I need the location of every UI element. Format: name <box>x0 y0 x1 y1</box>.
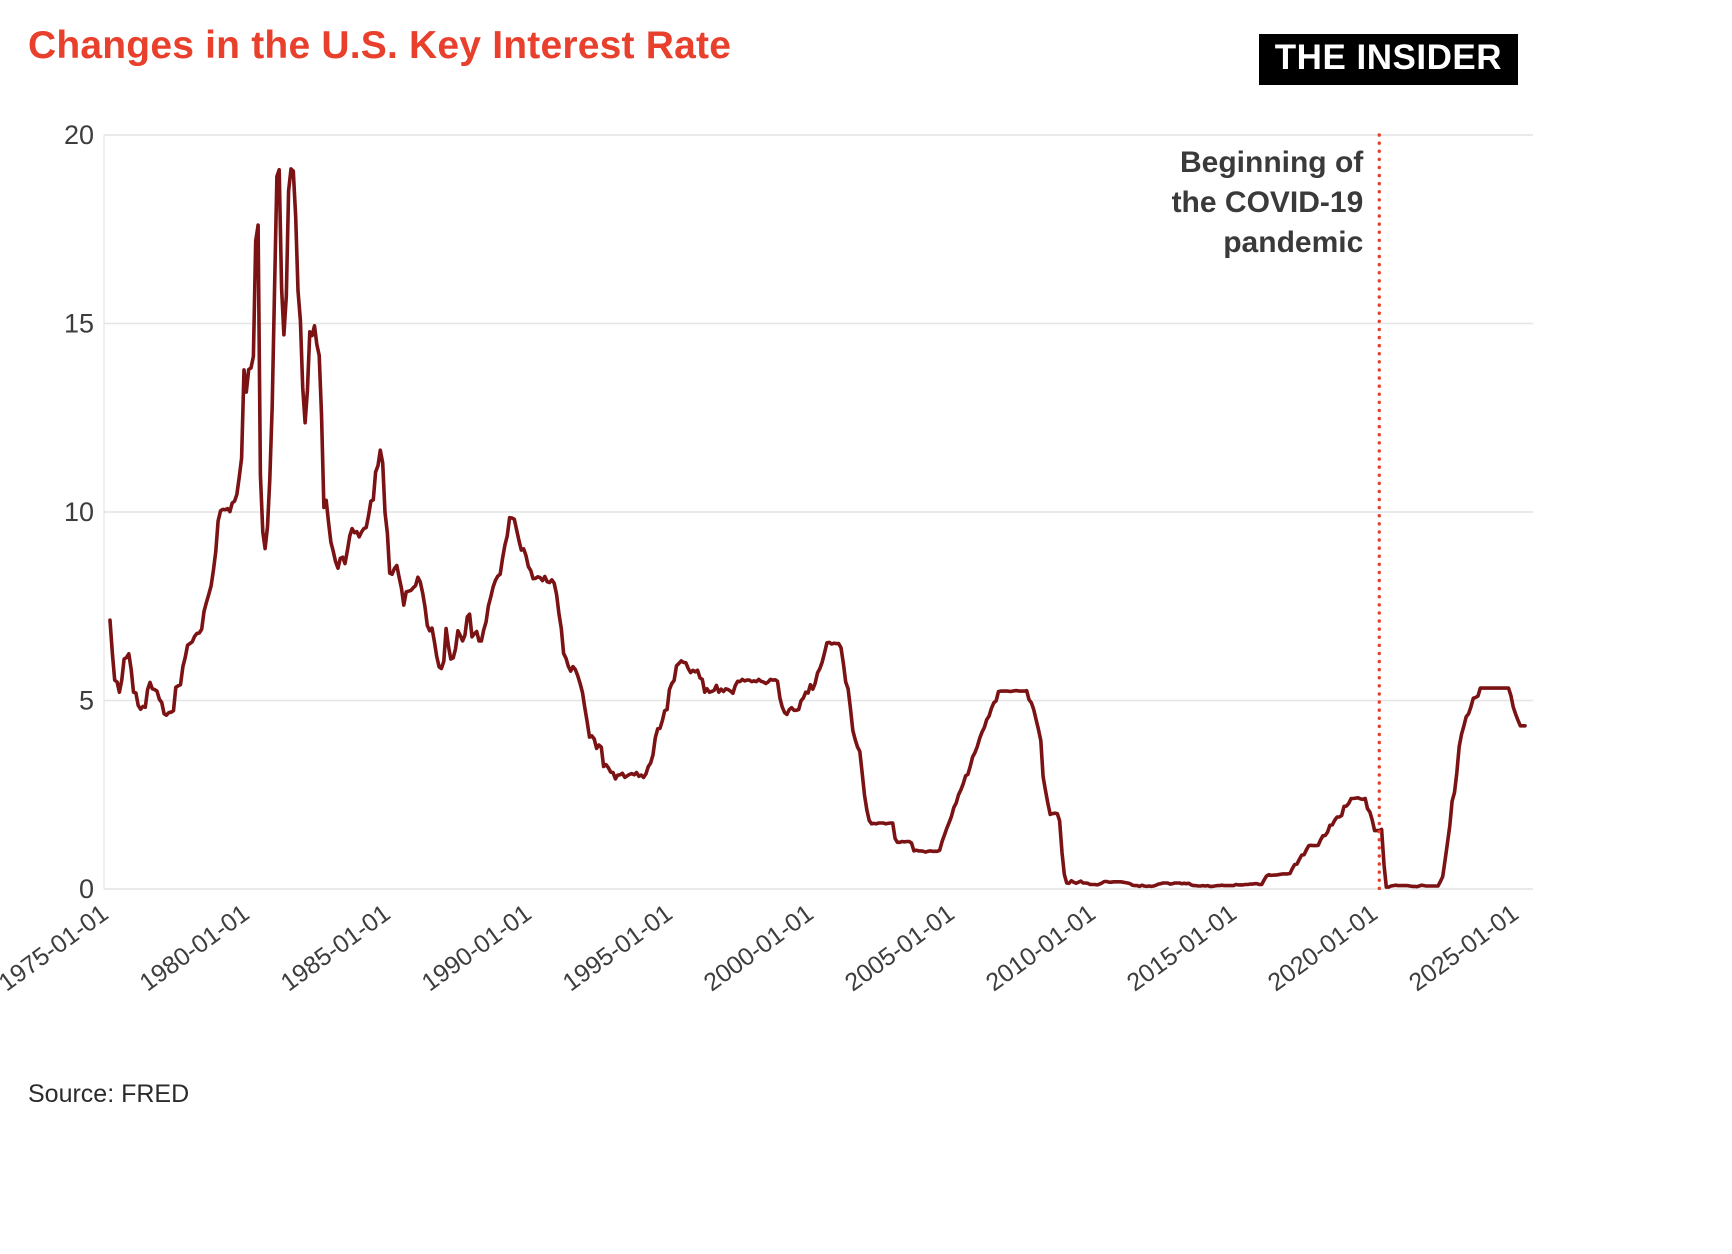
y-tick-label: 5 <box>79 686 94 716</box>
series-line <box>108 167 1527 889</box>
x-tick-label: 1990-01-01 <box>417 899 537 997</box>
x-tick-label: 2000-01-01 <box>699 899 819 997</box>
x-tick-label: 2010-01-01 <box>981 899 1101 997</box>
x-tick-label: 2020-01-01 <box>1263 899 1383 997</box>
page-title: Changes in the U.S. Key Interest Rate <box>28 24 732 67</box>
source-note: Source: FRED <box>28 1080 190 1108</box>
y-tick-label: 20 <box>64 120 94 150</box>
y-tick-label: 15 <box>64 309 94 339</box>
x-tick-label: 2015-01-01 <box>1122 899 1242 997</box>
x-tick-label: 1980-01-01 <box>135 899 255 997</box>
annotation-line: pandemic <box>1223 225 1364 259</box>
x-tick-label: 2025-01-01 <box>1404 899 1524 997</box>
y-tick-label: 10 <box>64 497 94 527</box>
x-tick-label: 1985-01-01 <box>276 899 396 997</box>
x-tick-label: 2005-01-01 <box>840 899 960 997</box>
x-tick-label: 1975-01-01 <box>0 899 114 997</box>
x-tick-label: 1995-01-01 <box>558 899 678 997</box>
y-tick-label: 0 <box>79 874 94 904</box>
annotation-line: the COVID-19 <box>1171 185 1364 219</box>
the-insider-logo: THE INSIDER <box>1258 34 1518 85</box>
covid-annotation: Beginning of the COVID-19 pandemic <box>1172 143 1364 263</box>
annotation-line: Beginning of <box>1179 146 1364 179</box>
